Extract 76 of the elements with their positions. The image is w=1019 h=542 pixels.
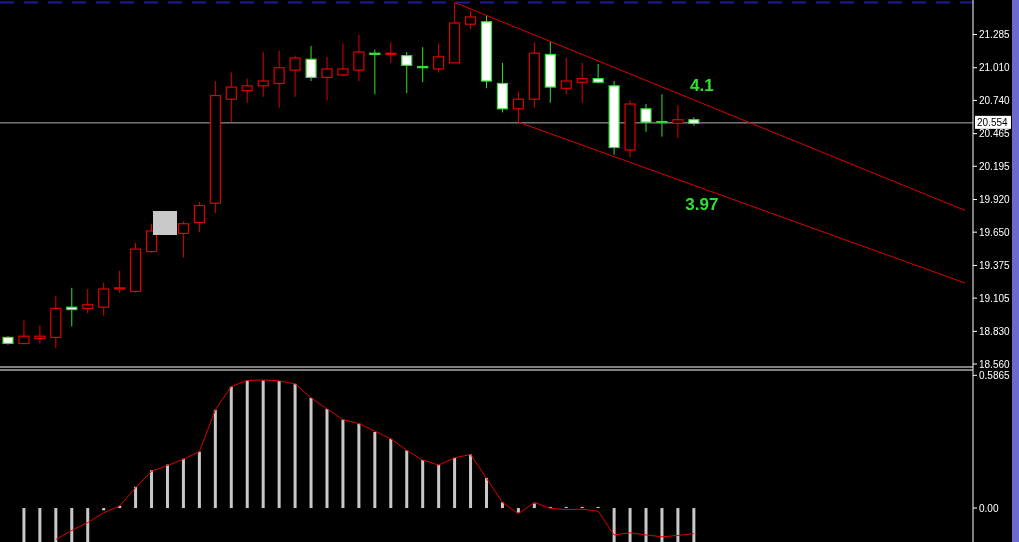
bar xyxy=(485,477,488,509)
y-tick-label: 19.105 xyxy=(979,292,1011,304)
bar xyxy=(644,508,648,542)
bar xyxy=(150,470,154,509)
bar xyxy=(309,397,313,509)
y-tick-label: 19.650 xyxy=(979,226,1011,238)
bar xyxy=(437,464,441,509)
bar xyxy=(277,380,281,509)
candlestick xyxy=(337,43,349,77)
candlestick xyxy=(273,50,285,109)
candlestick xyxy=(98,282,110,317)
y-tick-label: 19.920 xyxy=(979,194,1011,206)
ref-line-label: 20.554 xyxy=(977,117,1009,129)
bar xyxy=(261,380,265,509)
bar xyxy=(213,409,217,509)
bar xyxy=(197,451,201,509)
y-tick-label: 18.830 xyxy=(979,325,1011,337)
candlestick xyxy=(225,72,237,123)
bar xyxy=(70,508,74,542)
bar xyxy=(628,508,632,542)
candlestick xyxy=(193,201,205,233)
bar xyxy=(389,438,393,509)
candlestick xyxy=(321,56,333,101)
candlestick xyxy=(640,103,652,133)
bar xyxy=(165,464,169,509)
bar xyxy=(676,508,680,542)
bar xyxy=(245,380,249,509)
candlestick xyxy=(401,51,413,94)
candlestick xyxy=(82,288,94,314)
bar xyxy=(181,458,185,509)
y-tick-label: 0.5865 xyxy=(979,369,1011,381)
bar xyxy=(421,460,425,509)
candlestick xyxy=(177,220,190,259)
bar xyxy=(38,508,42,542)
bar xyxy=(86,508,90,542)
candlestick xyxy=(576,62,588,104)
bar xyxy=(612,508,616,542)
y-tick-label: 0.00 xyxy=(979,502,999,514)
candlestick xyxy=(464,10,477,30)
bar xyxy=(405,450,409,509)
candlestick xyxy=(114,270,126,294)
bar xyxy=(373,432,377,509)
bar xyxy=(229,386,233,509)
y-tick-label: 20.195 xyxy=(979,160,1011,172)
bar xyxy=(357,423,361,509)
bar xyxy=(325,408,329,509)
candlestick xyxy=(353,34,365,82)
candlestick xyxy=(656,93,668,138)
y-tick-label: 21.010 xyxy=(979,62,1011,74)
candlestick xyxy=(305,45,317,82)
y-tick-label: 21.285 xyxy=(979,28,1011,40)
candlestick xyxy=(560,57,572,95)
candlestick xyxy=(34,324,46,344)
bar xyxy=(293,383,297,509)
bar xyxy=(54,508,58,542)
bar xyxy=(660,508,664,542)
bar xyxy=(453,457,457,509)
bar xyxy=(341,419,345,509)
bar xyxy=(469,454,473,509)
bar xyxy=(22,508,26,542)
line-series xyxy=(55,379,695,541)
annotation: 3.97 xyxy=(685,195,719,215)
bar xyxy=(134,486,138,509)
candlestick xyxy=(672,104,684,139)
y-tick-label: 20.740 xyxy=(979,94,1011,106)
y-tick-label: 19.375 xyxy=(979,259,1011,271)
annotation: 4.1 xyxy=(690,76,714,96)
bar xyxy=(692,508,696,542)
y-tick-label: 18.560 xyxy=(979,358,1011,370)
y-tick-label: 20.465 xyxy=(979,128,1011,140)
candlestick xyxy=(257,51,269,98)
candlestick xyxy=(289,55,301,98)
candlestick xyxy=(241,78,253,104)
candlestick xyxy=(145,223,158,254)
candlestick xyxy=(433,43,445,74)
candlestick xyxy=(18,319,30,346)
